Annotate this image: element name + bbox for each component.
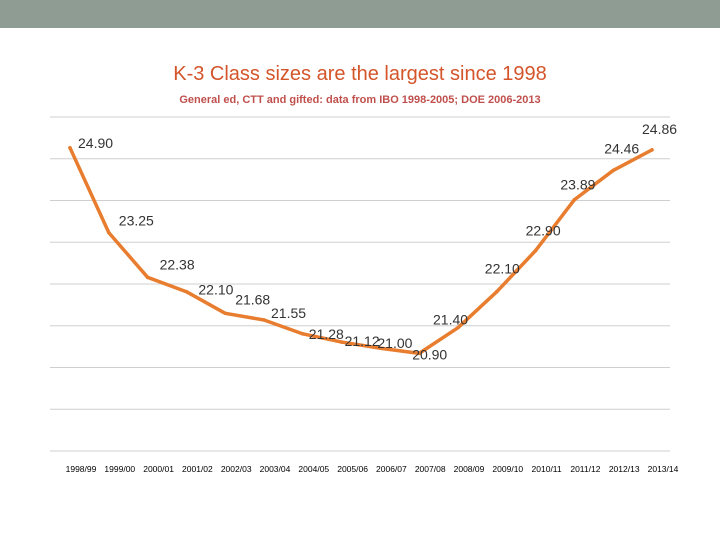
x-tick-label: 2006/07 <box>376 464 407 474</box>
data-point <box>184 289 189 294</box>
x-tick-label: 2010/11 <box>532 464 562 474</box>
x-tick-label: 2012/13 <box>609 464 640 474</box>
data-point <box>301 332 305 336</box>
x-tick-label: 2003/04 <box>260 464 291 474</box>
x-tick-label: 2004/05 <box>298 464 329 474</box>
data-point <box>611 168 615 173</box>
x-tick-label: 1999/00 <box>104 464 135 474</box>
x-tick-label: 2011/12 <box>570 464 600 474</box>
x-tick-label: 2005/06 <box>337 464 368 474</box>
data-point <box>495 289 499 294</box>
x-tick-label: 2008/09 <box>454 464 485 474</box>
data-label: 21.40 <box>433 312 468 328</box>
data-point <box>378 346 383 351</box>
data-point <box>145 275 150 280</box>
data-point <box>107 230 111 235</box>
data-label: 24.90 <box>78 135 113 151</box>
x-tick-label: 2007/08 <box>415 464 446 474</box>
top-accent-bar <box>0 0 720 28</box>
x-tick-label: 2001/02 <box>182 464 213 474</box>
series-line <box>68 146 654 356</box>
x-tick-label: 2013/14 <box>648 464 679 474</box>
data-label: 21.12 <box>345 333 380 349</box>
data-point <box>262 318 266 322</box>
x-tick-label: 1998/99 <box>66 464 97 474</box>
data-label: 22.38 <box>160 256 195 272</box>
x-tick-labels: 1998/99 1999/00 2000/01 2001/02 2002/03 2003/… <box>66 464 679 474</box>
data-point <box>68 146 72 150</box>
data-point <box>339 340 344 344</box>
data-point <box>533 248 538 253</box>
series-line-group <box>68 146 654 356</box>
data-label: 21.55 <box>271 305 306 321</box>
data-label: 22.10 <box>198 282 233 298</box>
x-tick-label: 2000/01 <box>143 464 174 474</box>
data-point <box>650 148 654 152</box>
x-tick-label: 2009/10 <box>492 464 523 474</box>
data-label: 24.46 <box>604 140 639 156</box>
data-label: 24.86 <box>642 121 677 137</box>
data-point <box>223 311 227 316</box>
data-label: 22.10 <box>485 261 520 277</box>
data-point <box>417 351 422 356</box>
data-point <box>572 197 577 202</box>
data-label: 20.90 <box>412 346 447 362</box>
x-tick-label: 2002/03 <box>221 464 252 474</box>
data-label: 21.28 <box>309 326 344 342</box>
chart-subtitle: General ed, CTT and gifted: data from IB… <box>179 94 541 106</box>
data-label: 23.25 <box>119 213 154 229</box>
data-label: 22.90 <box>526 223 561 239</box>
data-label: 21.00 <box>377 335 412 351</box>
gridlines <box>50 116 670 452</box>
data-point <box>456 325 460 330</box>
data-label: 21.68 <box>235 291 270 307</box>
data-label: 23.89 <box>560 177 595 193</box>
chart-title: K-3 Class sizes are the largest since 19… <box>173 63 547 85</box>
